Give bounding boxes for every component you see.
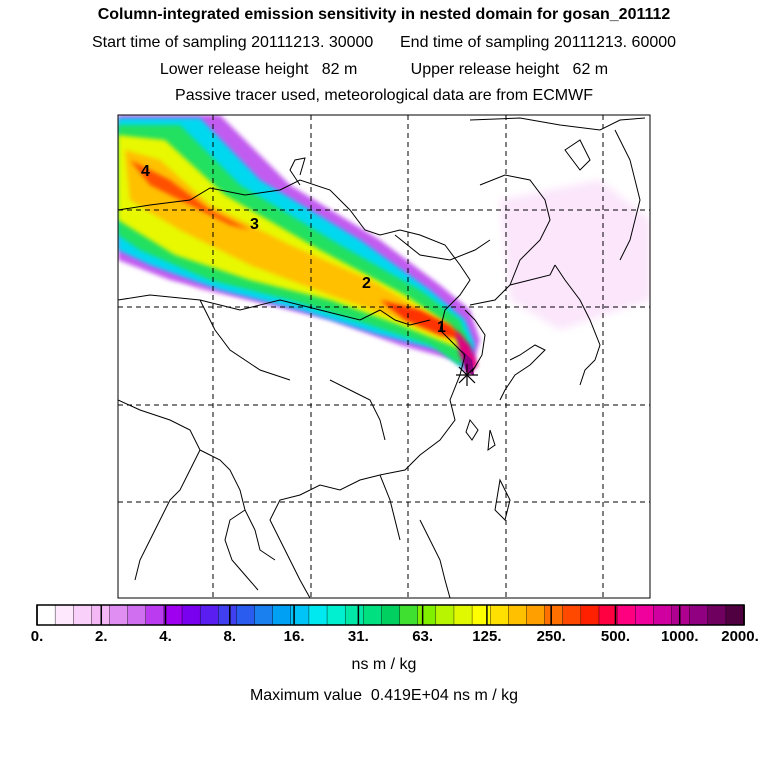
colorbar-cell <box>490 604 510 626</box>
lat-lon-grid <box>118 115 650 598</box>
colorbar-cell <box>326 604 346 626</box>
colorbar-cell <box>580 604 600 626</box>
colorbar-tick-label: 500. <box>600 628 631 645</box>
colorbar-cells <box>36 604 745 626</box>
colorbar-cell <box>181 604 201 626</box>
colorbar-tick-label: 0. <box>30 628 44 645</box>
colorbar-cell <box>163 604 183 626</box>
colorbar-cell <box>689 604 709 626</box>
map-title: Column-integrated emission sensitivity i… <box>97 6 671 23</box>
colorbar-frame <box>36 604 745 626</box>
colorbar-cell <box>417 604 437 626</box>
colorbar-cell <box>54 604 74 626</box>
colorbar-cell <box>127 604 147 626</box>
colorbar-cell <box>363 604 383 626</box>
colorbar-tick-label: 63. <box>412 628 434 645</box>
colorbar-cell <box>272 604 292 626</box>
colorbar-cell <box>508 604 528 626</box>
colorbar-cell <box>308 604 328 626</box>
colorbar-cell <box>73 604 93 626</box>
plume-label-3: 3 <box>250 216 259 233</box>
colorbar-cell <box>616 604 636 626</box>
colorbar-cell <box>236 604 256 626</box>
colorbar-cell <box>671 604 691 626</box>
colorbar-cell <box>109 604 129 626</box>
plume-label-1: 1 <box>437 319 446 336</box>
colorbar-tick-label: 250. <box>536 628 566 645</box>
colorbar-cell <box>145 604 165 626</box>
sampling-time-line: Start time of sampling 20111213. 30000 E… <box>91 34 677 51</box>
colorbar-cell <box>381 604 401 626</box>
maximum-value: Maximum value 0.419E+04 ns m / kg <box>249 687 519 704</box>
colorbar-cell <box>544 604 564 626</box>
colorbar-cell <box>399 604 419 626</box>
colorbar-cell <box>526 604 546 626</box>
colorbar-cell <box>707 604 727 626</box>
star-marker <box>456 364 478 386</box>
colorbar-cell <box>254 604 274 626</box>
colorbar-cell <box>435 604 455 626</box>
colorbar-tick-label: 2000. <box>721 628 759 645</box>
colorbar-cell <box>218 604 238 626</box>
map-frame <box>117 114 651 599</box>
colorbar-tick-label: 31. <box>347 628 369 645</box>
colorbar-tick-label: 1000. <box>660 628 699 645</box>
colorbar-tick-label: 8. <box>223 628 237 645</box>
plume-field <box>118 115 650 375</box>
colorbar-cell <box>36 604 56 626</box>
plume-label-2: 2 <box>362 275 371 292</box>
tracer-info-line: Passive tracer used, meteorological data… <box>175 87 593 104</box>
release-height-line: Lower release height 82 m Upper release … <box>159 61 609 78</box>
colorbar-cell <box>725 604 745 626</box>
colorbar-cell <box>471 604 491 626</box>
colorbar-tick-label: 2. <box>95 628 108 645</box>
plume-label-4: 4 <box>141 163 150 180</box>
colorbar-cell <box>635 604 655 626</box>
coastlines <box>118 117 646 598</box>
colorbar-units: ns m / kg <box>351 656 417 673</box>
colorbar-cell <box>653 604 673 626</box>
colorbar-tick-label: 16. <box>283 628 305 645</box>
colorbar-tick-label: 4. <box>159 628 172 645</box>
colorbar-tick-label: 125. <box>472 628 502 645</box>
colorbar-cell <box>199 604 219 626</box>
colorbar-cell <box>453 604 473 626</box>
colorbar-cell <box>562 604 582 626</box>
colorbar-cell <box>344 604 365 626</box>
